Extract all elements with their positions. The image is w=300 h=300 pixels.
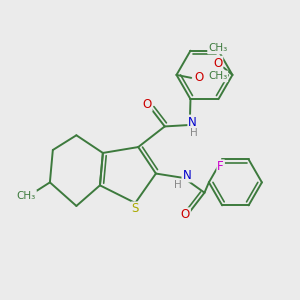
Text: N: N	[182, 169, 191, 182]
Text: O: O	[142, 98, 152, 111]
Text: CH₃: CH₃	[208, 44, 227, 53]
Text: O: O	[181, 208, 190, 221]
Text: H: H	[174, 180, 182, 190]
Text: O: O	[194, 71, 203, 84]
Text: O: O	[213, 57, 222, 70]
Text: F: F	[218, 160, 224, 173]
Text: N: N	[188, 116, 197, 128]
Text: CH₃: CH₃	[17, 190, 36, 201]
Text: H: H	[190, 128, 198, 138]
Text: S: S	[132, 202, 139, 215]
Text: CH₃: CH₃	[208, 71, 227, 81]
